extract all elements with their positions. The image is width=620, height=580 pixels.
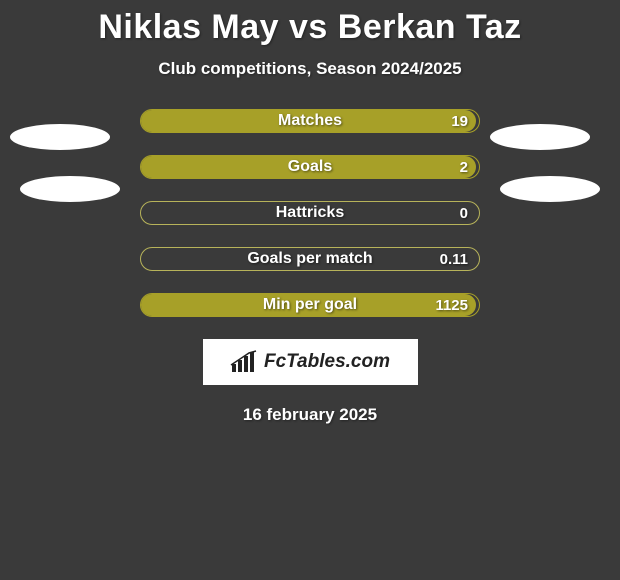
- stat-row: Min per goal1125: [140, 293, 480, 317]
- stat-row: Hattricks0: [140, 201, 480, 225]
- barchart-icon: [230, 350, 258, 374]
- date-text: 16 february 2025: [0, 405, 620, 425]
- decorative-ellipse: [500, 176, 600, 202]
- page-title: Niklas May vs Berkan Taz: [0, 0, 620, 47]
- bar-label: Goals: [140, 155, 480, 179]
- stat-row: Matches19: [140, 109, 480, 133]
- bar-label: Goals per match: [140, 247, 480, 271]
- logo-text: FcTables.com: [264, 351, 390, 373]
- bar-label: Matches: [140, 109, 480, 133]
- stat-row: Goals2: [140, 155, 480, 179]
- logo-box: FcTables.com: [203, 339, 418, 385]
- bar-value: 2: [460, 155, 468, 179]
- bar-value: 0: [460, 201, 468, 225]
- decorative-ellipse: [490, 124, 590, 150]
- decorative-ellipse: [20, 176, 120, 202]
- bar-label: Min per goal: [140, 293, 480, 317]
- bar-value: 1125: [435, 293, 468, 317]
- bar-value: 0.11: [440, 247, 468, 271]
- page-subtitle: Club competitions, Season 2024/2025: [0, 59, 620, 79]
- bar-label: Hattricks: [140, 201, 480, 225]
- bar-value: 19: [451, 109, 468, 133]
- stat-row: Goals per match0.11: [140, 247, 480, 271]
- decorative-ellipse: [10, 124, 110, 150]
